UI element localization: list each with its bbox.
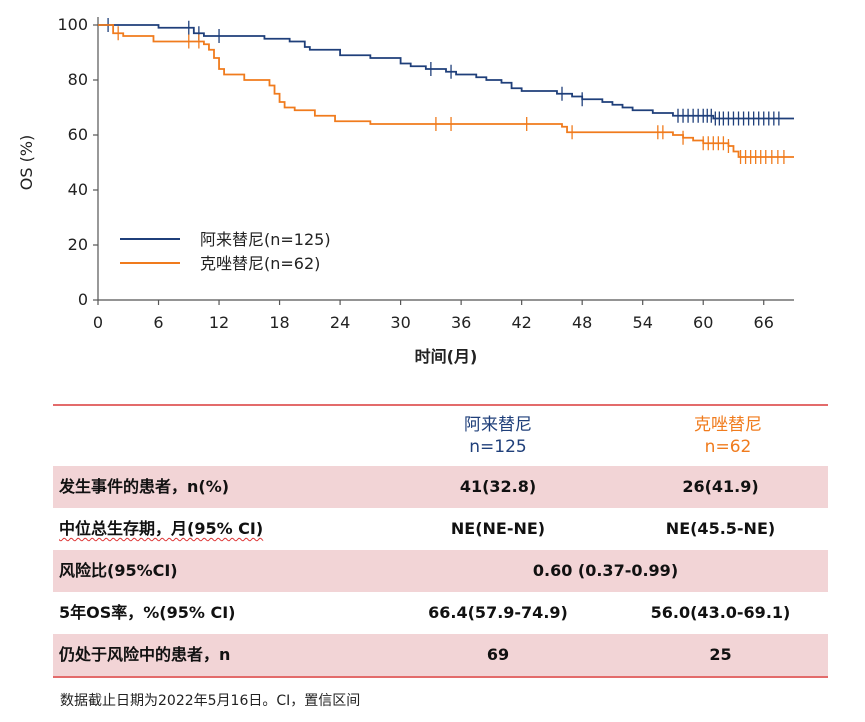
km-curve-crizotinib xyxy=(98,24,794,158)
y-axis-title: OS (%) xyxy=(17,135,36,191)
y-tick-label: 0 xyxy=(78,290,88,309)
chart-curves xyxy=(98,18,794,164)
x-tick-label: 24 xyxy=(330,313,350,332)
row-value-hazard-ratio: 0.60 (0.37-0.99) xyxy=(532,561,679,580)
row-label: 仍处于风险中的患者，n xyxy=(59,645,231,664)
table-header: 阿来替尼 n=125 克唑替尼 n=62 xyxy=(53,406,828,466)
row-value-crizotinib: NE(45.5-NE) xyxy=(665,519,776,538)
x-tick-label: 48 xyxy=(572,313,592,332)
chart-legend: 阿来替尼(n=125) 克唑替尼(n=62) xyxy=(120,230,331,273)
legend-label: 阿来替尼(n=125) xyxy=(200,230,331,249)
footnote: 数据截止日期为2022年5月16日。CI，置信区间 xyxy=(60,693,361,709)
y-tick-label: 40 xyxy=(68,180,88,199)
header-crizotinib-name: 克唑替尼 xyxy=(694,415,762,435)
y-tick-label: 100 xyxy=(57,15,88,34)
header-crizotinib: 克唑替尼 n=62 xyxy=(613,414,843,458)
row-value-alectinib: NE(NE-NE) xyxy=(450,519,546,538)
x-tick-label: 66 xyxy=(754,313,774,332)
km-curve-alectinib xyxy=(98,24,794,120)
table-row: 风险比(95%CI) 0.60 (0.37-0.99) xyxy=(53,550,828,592)
table-top-rule xyxy=(53,404,828,406)
x-tick-label: 30 xyxy=(390,313,410,332)
header-alectinib-n: n=125 xyxy=(469,437,527,457)
x-tick-label: 54 xyxy=(633,313,653,332)
header-crizotinib-n: n=62 xyxy=(704,437,752,457)
x-tick-label: 36 xyxy=(451,313,471,332)
x-tick-label: 42 xyxy=(511,313,531,332)
row-value-alectinib: 66.4(57.9-74.9) xyxy=(428,603,568,622)
table-bottom-rule xyxy=(53,676,828,678)
x-tick-label: 60 xyxy=(693,313,713,332)
chart-axes: 0 20 40 60 80 100 0 6 12 18 24 30 36 42 48 54 60 66 xyxy=(57,15,794,332)
y-tick-label: 60 xyxy=(68,125,88,144)
row-value-crizotinib: 25 xyxy=(709,645,732,664)
row-value-crizotinib: 26(41.9) xyxy=(682,477,759,496)
km-survival-chart: 0 20 40 60 80 100 0 6 12 18 24 30 36 42 48 54 60 66 阿来替尼(… xyxy=(17,15,794,366)
header-alectinib-name: 阿来替尼 xyxy=(464,415,532,435)
x-tick-label: 6 xyxy=(153,313,163,332)
x-axis-title: 时间(月) xyxy=(415,347,478,366)
legend-label: 克唑替尼(n=62) xyxy=(200,254,320,273)
table-row: 中位总生存期，月(95% CI) NE(NE-NE) NE(45.5-NE) xyxy=(53,508,828,550)
summary-table: 阿来替尼 n=125 克唑替尼 n=62 发生事件的患者，n(%) 41(32.… xyxy=(53,404,828,678)
row-label: 发生事件的患者，n(%) xyxy=(59,477,230,496)
row-label: 5年OS率，%(95% CI) xyxy=(59,603,236,622)
row-value-alectinib: 41(32.8) xyxy=(459,477,537,496)
row-value-crizotinib: 56.0(43.0-69.1) xyxy=(650,603,791,622)
table-row: 仍处于风险中的患者，n 69 25 xyxy=(53,634,828,676)
x-tick-label: 0 xyxy=(93,313,103,332)
y-tick-label: 20 xyxy=(68,235,88,254)
table-row: 5年OS率，%(95% CI) 66.4(57.9-74.9) 56.0(43.… xyxy=(53,592,828,634)
header-alectinib: 阿来替尼 n=125 xyxy=(383,414,613,458)
row-label: 中位总生存期，月(95% CI) xyxy=(59,519,264,538)
y-tick-label: 80 xyxy=(68,70,88,89)
row-value-alectinib: 69 xyxy=(486,645,510,664)
row-label: 风险比(95%CI) xyxy=(59,561,178,580)
x-tick-label: 12 xyxy=(209,313,229,332)
x-tick-label: 18 xyxy=(269,313,289,332)
table-row: 发生事件的患者，n(%) 41(32.8) 26(41.9) xyxy=(53,466,828,508)
